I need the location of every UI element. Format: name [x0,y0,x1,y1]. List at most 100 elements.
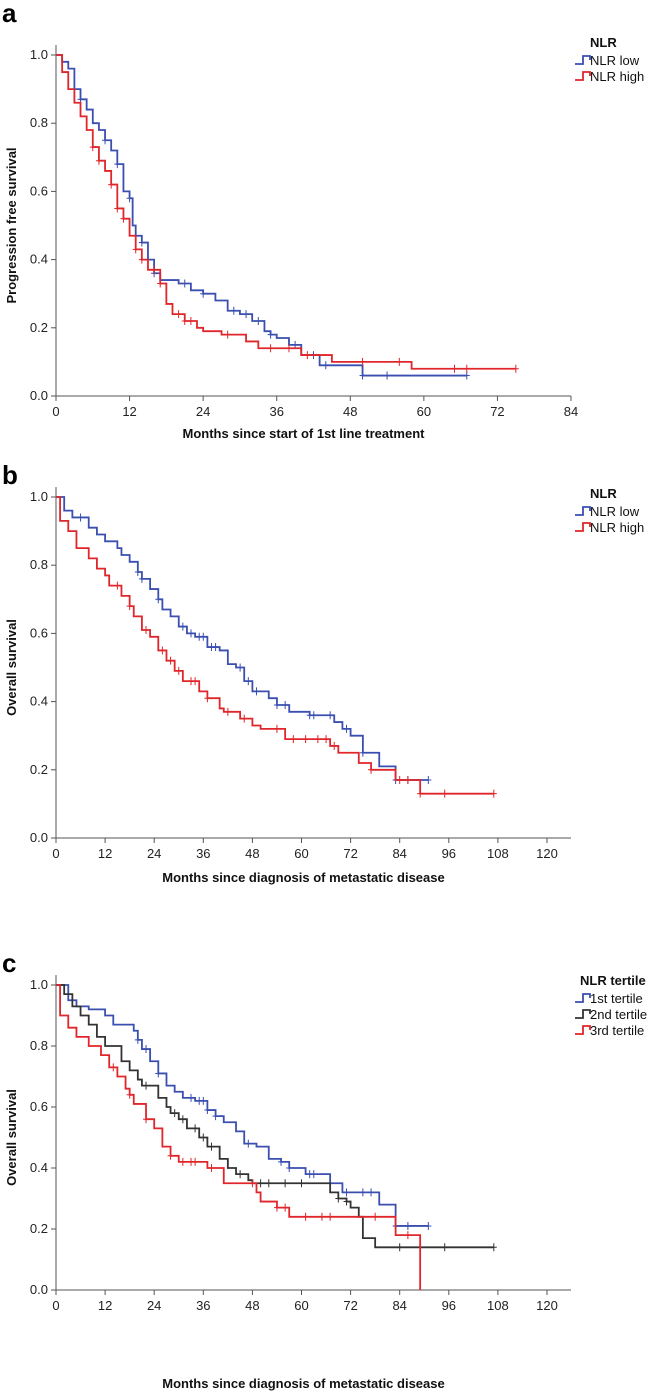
censor-mark [318,1212,325,1221]
censor-mark [322,361,329,370]
km-curve-1st-tertile [56,984,429,1227]
censor-mark [192,1124,199,1133]
censor-mark [343,724,350,733]
censor-mark [237,663,244,672]
x-tick-label: 84 [392,1298,406,1313]
censor-mark [257,1179,264,1188]
x-tick-label: 36 [196,846,210,861]
x-tick-label: 12 [98,1298,112,1313]
censor-mark [290,735,297,744]
y-tick-label: 0.6 [30,1099,48,1114]
x-tick-label: 36 [269,404,283,419]
x-tick-label: 108 [487,846,509,861]
censor-mark [327,711,334,720]
x-tick-label: 48 [245,846,259,861]
censor-mark [490,789,497,798]
censor-mark [463,364,470,373]
censor-mark [114,160,121,169]
censor-mark [343,1188,350,1197]
censor-mark [404,1231,411,1240]
censor-mark [359,1188,366,1197]
censor-mark [200,1096,207,1105]
chart-panel-c: c 0.0 0.2 0.4 0.6 0.8 1.0 0 12 24 36 48 60 72 84 96 108 1… [2,948,647,1391]
censor-mark [208,1164,215,1172]
censor-mark [181,279,188,288]
legend-swatch [575,522,591,532]
x-tick-label: 108 [487,1298,509,1313]
censor-mark [204,694,211,703]
censor-mark [273,701,280,710]
censor-mark [304,351,311,360]
x-tick-label: 96 [442,846,456,861]
legend-title: NLR [590,35,617,50]
censor-mark [175,666,182,675]
censor-mark [343,1197,350,1206]
y-tick-label: 1.0 [30,977,48,992]
censor-mark [267,344,274,353]
censor-mark [237,1170,244,1179]
y-tick-label: 0.0 [30,388,48,403]
censor-mark [396,776,403,785]
censor-mark [396,1243,403,1252]
x-axis-title: Months since start of 1st line treatment [183,426,426,441]
censor-mark [192,1157,199,1166]
censor-mark [285,344,292,353]
censor-mark [417,789,424,798]
censor-mark [143,1081,150,1090]
censor-mark [200,632,207,641]
panel-label: c [2,948,16,978]
panel-label: b [2,460,18,490]
y-tick-label: 0.4 [30,694,48,709]
censor-mark [77,513,84,522]
legend-swatch [575,1009,591,1019]
y-tick-label: 0.8 [30,1038,48,1053]
censor-mark [302,1212,309,1221]
y-tick-label: 0.0 [30,830,48,845]
censor-mark [89,143,96,152]
legend-item: NLR low [590,53,640,68]
censor-mark [175,310,182,319]
legend-item: 2nd tertile [590,1007,647,1022]
censor-mark [327,1212,334,1221]
censor-mark [126,1090,133,1099]
y-axis-title: Progression free survival [4,147,19,303]
censor-mark [512,364,519,373]
legend-item: NLR high [590,69,644,84]
km-curve-nlr-high [56,54,516,370]
legend-swatch [575,1025,591,1035]
censor-mark [132,245,139,254]
censor-mark [404,776,411,785]
censor-mark [138,574,145,583]
legend-item: 3rd tertile [590,1023,644,1038]
censor-mark [224,330,231,339]
censor-mark [359,357,366,366]
censor-mark [167,1151,174,1160]
x-tick-label: 72 [490,404,504,419]
censor-mark [126,194,133,203]
censor-mark [181,316,188,325]
censor-mark [138,238,145,247]
censor-mark [138,255,145,264]
censor-mark [273,724,280,733]
censor-mark [159,646,166,655]
censor-mark [282,1179,289,1188]
censor-mark [331,741,338,750]
censor-mark [253,687,260,696]
x-tick-label: 96 [442,1298,456,1313]
x-tick-label: 24 [196,404,210,419]
chart-panel-a: a 0.0 0.2 0.4 0.6 0.8 1.0 0 12 24 36 48 60 72 84 Months… [2,0,644,441]
y-tick-label: 0.2 [30,320,48,335]
censor-mark [245,677,252,686]
censor-mark [200,1133,207,1142]
x-tick-label: 48 [343,404,357,419]
censor-mark [155,595,162,604]
censor-mark [102,136,109,145]
censor-mark [384,371,391,380]
censor-mark [372,1212,379,1221]
censor-mark [441,1243,448,1252]
censor-mark [302,735,309,744]
censor-mark [212,1112,219,1121]
censor-mark [187,316,194,325]
x-tick-label: 84 [392,846,406,861]
